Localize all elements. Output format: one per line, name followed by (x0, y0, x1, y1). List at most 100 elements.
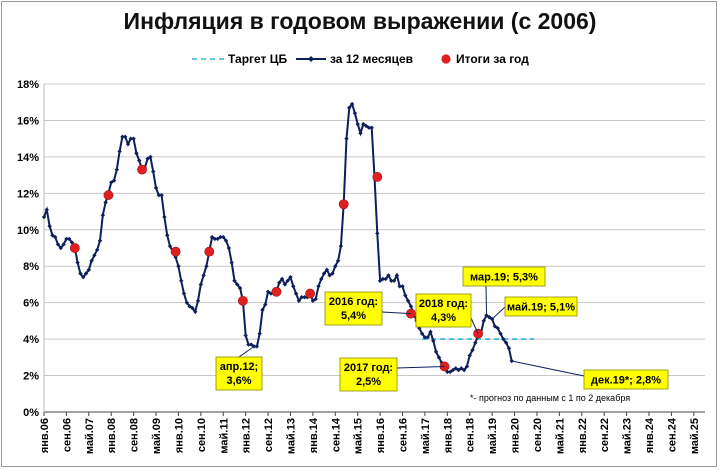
x-tick-label: сен.14 (330, 417, 342, 452)
series-point (349, 101, 355, 107)
series-point (128, 136, 134, 141)
series-point (425, 335, 430, 340)
callout-pointer (491, 306, 506, 320)
series-point (109, 180, 114, 185)
series-point (422, 335, 428, 340)
series-point (86, 267, 92, 273)
x-tick-label: янв.20 (510, 418, 522, 453)
series-point (58, 245, 64, 251)
series-point (319, 276, 324, 282)
series-point (204, 264, 209, 269)
y-tick-label: 16% (17, 115, 39, 127)
series-point (473, 340, 478, 345)
legend-label-yearly: Итоги за год (456, 52, 529, 66)
series-point (394, 273, 400, 278)
x-tick-label: сен.06 (61, 418, 73, 452)
series-point (293, 291, 299, 296)
series-point (120, 134, 125, 140)
x-tick-label: май.15 (353, 418, 365, 454)
x-tick-label: сен.10 (196, 418, 208, 452)
series-point (366, 125, 372, 130)
callout-pointer (511, 360, 585, 377)
series-point (75, 260, 80, 265)
callout-label: 2016 год: (329, 296, 378, 308)
series-point (92, 253, 97, 258)
series-point (114, 167, 120, 172)
series-point (503, 340, 509, 345)
series-point (459, 366, 464, 371)
series-point (288, 274, 293, 280)
series-point (347, 105, 352, 110)
series-point (279, 276, 285, 282)
series-point (313, 296, 318, 302)
x-tick-label: сен.08 (129, 418, 141, 452)
year-result-point (103, 190, 114, 201)
callout-box (504, 296, 578, 317)
series-point (55, 242, 61, 247)
series-point (156, 192, 162, 198)
series-point (431, 338, 436, 344)
series-point (299, 295, 304, 300)
series-point (361, 121, 366, 127)
series-point (97, 238, 103, 243)
legend-label-target: Таргет ЦБ (228, 52, 288, 66)
x-tick-label: янв.12 (241, 418, 253, 453)
series-point (125, 141, 131, 147)
y-tick-label: 4% (23, 334, 39, 346)
callout-label: дек.19*; 2,8% (591, 375, 661, 387)
callout-box (215, 356, 263, 391)
series-point (41, 214, 47, 220)
series-point (296, 298, 302, 304)
series-point (327, 273, 332, 278)
series-point (265, 289, 271, 294)
series-point (78, 271, 83, 276)
x-tick-label: май.23 (622, 418, 634, 454)
x-tick-label: сен.16 (398, 418, 410, 452)
forecast-note: *- прогноз по данным с 1 по 2 декабря (470, 393, 630, 403)
series-point (380, 276, 386, 282)
series-point (123, 134, 128, 140)
callout-label: 2,5% (356, 376, 381, 388)
series-point (50, 233, 55, 238)
series-point (436, 355, 442, 360)
series-point (218, 234, 223, 240)
series-point (355, 121, 360, 127)
series-point (375, 231, 380, 236)
series-point (165, 233, 170, 238)
series-point (389, 278, 394, 283)
callout-label: мар.19; 5,3% (470, 272, 538, 284)
series-point (383, 276, 388, 282)
callout-pointer (238, 345, 255, 358)
series-point (495, 325, 500, 331)
series-point (162, 214, 167, 220)
y-tick-label: 0% (23, 407, 39, 419)
series-point (450, 367, 456, 373)
series-point (447, 369, 453, 375)
series-point (470, 347, 475, 353)
series-point (277, 280, 282, 285)
x-tick-label: сен.12 (263, 418, 275, 452)
series-point (386, 273, 391, 278)
series-point (249, 342, 254, 347)
series-point (131, 136, 136, 141)
series-point (198, 282, 204, 287)
legend-key-yearly (441, 54, 451, 64)
callout-box (339, 357, 398, 392)
series-point (195, 298, 201, 304)
x-tick-label: май.17 (420, 418, 432, 454)
callout-pointer (470, 317, 479, 334)
series-point (137, 158, 142, 163)
series-point (291, 284, 296, 289)
series-point (53, 234, 58, 240)
series-point (232, 278, 237, 283)
series-point (181, 291, 187, 296)
callout-box (415, 293, 472, 328)
x-tick-label: май.11 (218, 418, 230, 454)
series-point (405, 298, 411, 304)
x-tick-label: май.21 (554, 418, 566, 454)
callout-label: 3,6% (226, 375, 251, 387)
series-point (221, 234, 226, 240)
callout-box (462, 266, 546, 287)
callout-label: май.19; 5,1% (507, 302, 575, 314)
series-point (310, 298, 316, 304)
